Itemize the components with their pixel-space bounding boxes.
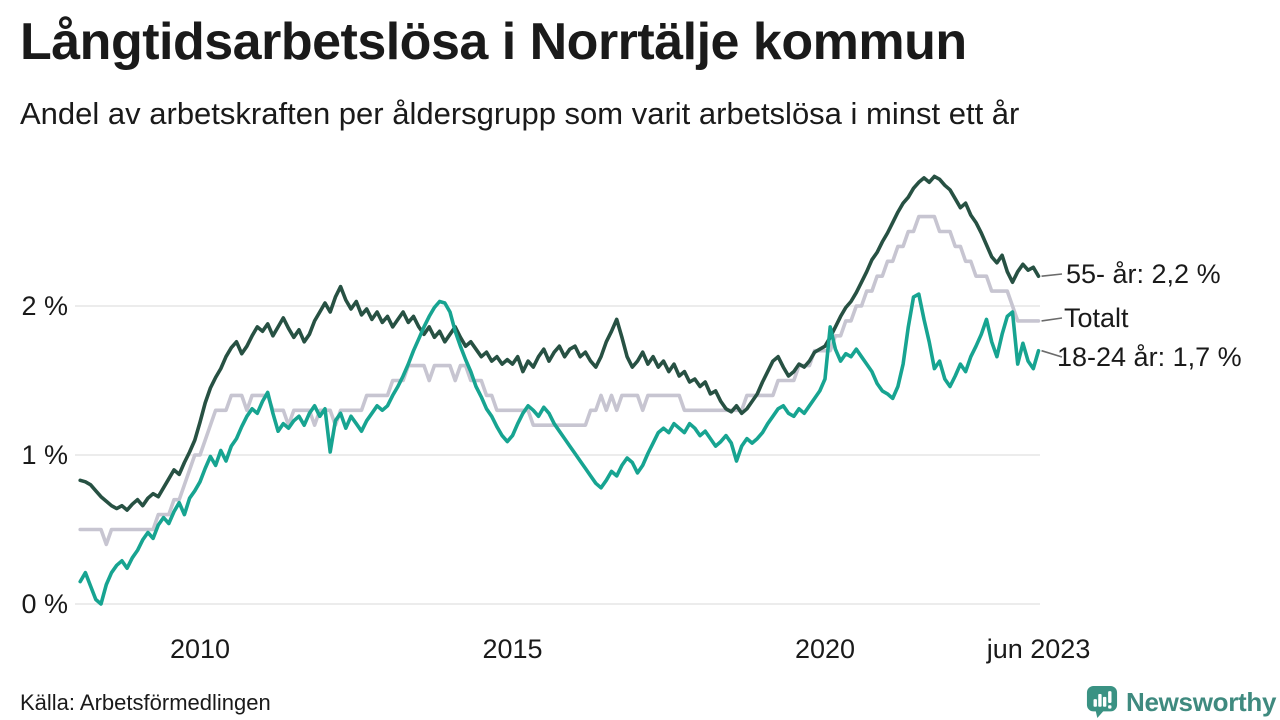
- y-axis-tick-label: 2 %: [21, 291, 68, 321]
- series-line-2: [78, 292, 1041, 606]
- end-label-55-ar: 55- år: 2,2 %: [1066, 259, 1221, 289]
- annotation-connector: [1041, 273, 1063, 277]
- series-line-0: [78, 214, 1041, 547]
- page-title: Långtidsarbetslösa i Norrtälje kommun: [20, 13, 967, 71]
- source-note: Källa: Arbetsförmedlingen: [20, 690, 271, 715]
- y-axis-tick-label: 1 %: [21, 440, 68, 470]
- newsworthy-wordmark: Newsworthy: [1126, 686, 1277, 717]
- annotation-connector: [1041, 349, 1063, 358]
- x-axis-tick-label: 2010: [170, 634, 230, 664]
- newsworthy-icon: [1086, 686, 1118, 718]
- annotation-connector: [1041, 317, 1063, 322]
- x-axis-tick-label: 2015: [482, 634, 542, 664]
- y-axis-tick-label: 0 %: [21, 589, 68, 619]
- x-axis-tick-label: jun 2023: [986, 634, 1091, 664]
- end-label-totalt: Totalt: [1064, 303, 1129, 333]
- page-subtitle: Andel av arbetskraften per åldersgrupp s…: [20, 96, 1020, 131]
- series-line-1: [78, 174, 1041, 512]
- x-axis-tick-label: 2020: [795, 634, 855, 664]
- end-label-18-24-ar: 18-24 år: 1,7 %: [1057, 342, 1242, 372]
- newsworthy-logo: Newsworthy: [1086, 684, 1276, 720]
